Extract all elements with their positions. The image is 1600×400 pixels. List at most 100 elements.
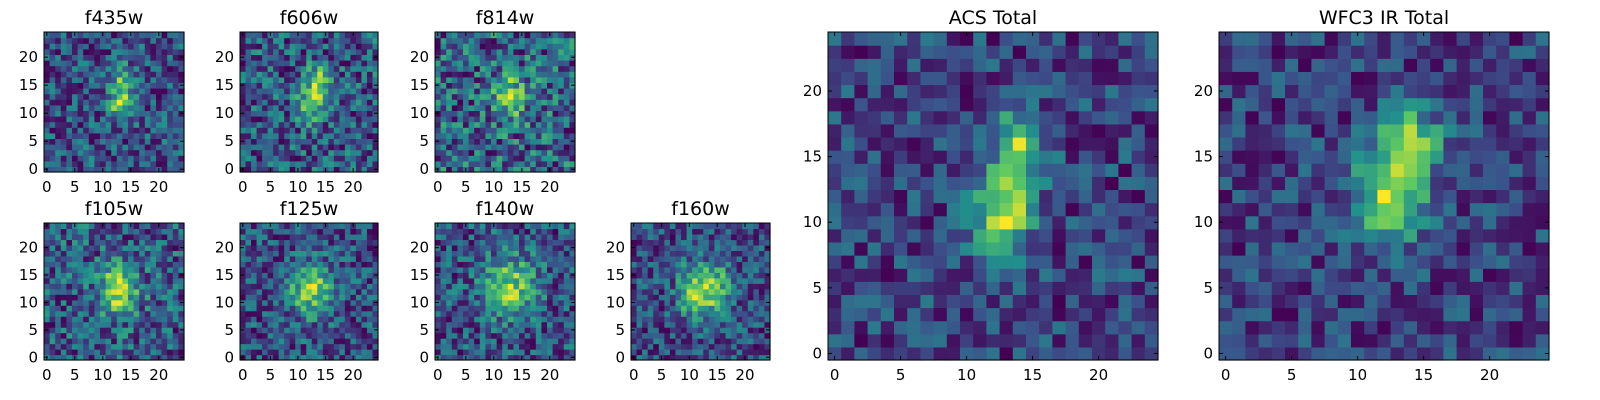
heatmap-cell <box>300 332 307 339</box>
heatmap-cell <box>558 60 565 67</box>
heatmap-cell <box>83 166 90 173</box>
heatmap-cell <box>507 327 514 334</box>
heatmap-cell <box>306 127 313 134</box>
heatmap-cell <box>240 76 247 83</box>
heatmap-cell <box>262 354 269 361</box>
heatmap-cell <box>251 37 258 44</box>
heatmap-cell <box>558 43 565 50</box>
heatmap-cell <box>245 160 252 167</box>
heatmap-cell <box>178 121 185 128</box>
heatmap-cell <box>558 166 565 173</box>
heatmap-cell <box>435 43 442 50</box>
heatmap-cell <box>686 305 693 312</box>
heatmap-cell <box>530 149 537 156</box>
heatmap-cell <box>451 354 458 361</box>
heatmap-cell <box>1144 241 1159 256</box>
heatmap-cell <box>100 104 107 111</box>
heatmap-cell <box>451 65 458 72</box>
heatmap-cell <box>156 338 163 345</box>
heatmap-cell <box>479 277 486 284</box>
heatmap-cell <box>675 321 682 328</box>
heatmap-cell <box>479 349 486 356</box>
heatmap-cell <box>451 82 458 89</box>
heatmap-cell <box>133 349 140 356</box>
heatmap-cell <box>541 32 548 39</box>
heatmap-cell <box>251 110 258 117</box>
heatmap-cell <box>156 138 163 145</box>
heatmap-cell <box>355 99 363 106</box>
heatmap-cell <box>161 321 168 328</box>
heatmap-cell <box>524 239 531 246</box>
heatmap-cell <box>178 37 185 44</box>
heatmap-cell <box>502 88 509 95</box>
heatmap-cell <box>446 155 453 162</box>
heatmap-cell <box>485 54 492 61</box>
heatmap-cell <box>647 343 654 350</box>
heatmap-cell <box>133 255 140 262</box>
heatmap-cell <box>350 343 357 350</box>
heatmap-cell <box>463 266 470 273</box>
heatmap-cell <box>725 299 732 306</box>
heatmap-cell <box>703 338 710 345</box>
heatmap-cell <box>372 343 379 350</box>
heatmap-cell <box>496 155 503 162</box>
heatmap-cell <box>66 166 73 173</box>
heatmap-cell <box>128 343 135 350</box>
heatmap-cell <box>267 294 274 301</box>
heatmap-cell <box>311 127 318 134</box>
heatmap-cell <box>328 76 335 83</box>
heatmap-cell <box>519 233 526 241</box>
heatmap-cell <box>524 37 531 44</box>
heatmap-cell <box>366 332 374 339</box>
heatmap-cell <box>479 343 486 350</box>
heatmap-cell <box>256 43 263 50</box>
heatmap-cell <box>344 121 351 128</box>
heatmap-cell <box>167 110 174 117</box>
heatmap-cell <box>547 54 554 61</box>
heatmap-cell <box>719 228 727 235</box>
heatmap-cell <box>111 233 118 241</box>
heatmap-cell <box>161 110 168 117</box>
heatmap-cell <box>256 305 263 312</box>
heatmap-cell <box>907 281 921 295</box>
heatmap-cell <box>463 65 470 72</box>
heatmap-cell <box>451 32 458 39</box>
heatmap-cell <box>167 255 174 262</box>
heatmap-cell <box>60 244 67 251</box>
heatmap-cell <box>77 321 84 328</box>
heatmap-cell <box>366 244 374 251</box>
heatmap-cell <box>156 48 163 55</box>
x-tick-label: 20 <box>344 366 363 384</box>
heatmap-cells <box>240 32 379 173</box>
heatmap-cell <box>642 305 649 312</box>
heatmap-cell <box>111 288 118 295</box>
heatmap-cell <box>295 261 302 268</box>
heatmap-cell <box>122 310 129 317</box>
heatmap-cell <box>350 244 357 251</box>
heatmap-cell <box>485 349 492 356</box>
heatmap-cell <box>339 104 346 111</box>
heatmap-cell <box>703 255 710 262</box>
heatmap-cell <box>167 116 174 123</box>
heatmap-cell <box>519 349 526 356</box>
heatmap-cell <box>468 43 475 50</box>
heatmap-cell <box>262 155 269 162</box>
heatmap-cell <box>172 43 179 50</box>
heatmap-cell <box>77 127 84 134</box>
heatmap-cell <box>725 233 732 241</box>
heatmap-cell <box>144 71 151 78</box>
heatmap-cell <box>753 299 760 306</box>
heatmap-cell <box>122 299 129 306</box>
heatmap-cell <box>322 43 329 50</box>
heatmap-cell <box>479 255 486 262</box>
heatmap-cell <box>828 320 842 335</box>
heatmap-cell <box>72 48 79 55</box>
heatmap-cell <box>178 255 185 262</box>
heatmap-cell <box>49 155 56 162</box>
heatmap-cell <box>753 255 760 262</box>
heatmap-cell <box>55 48 62 55</box>
x-tick-label: 5 <box>70 366 80 384</box>
heatmap-cell <box>72 60 79 67</box>
heatmap-cell <box>758 272 766 279</box>
y-tick-label: 20 <box>606 239 625 257</box>
